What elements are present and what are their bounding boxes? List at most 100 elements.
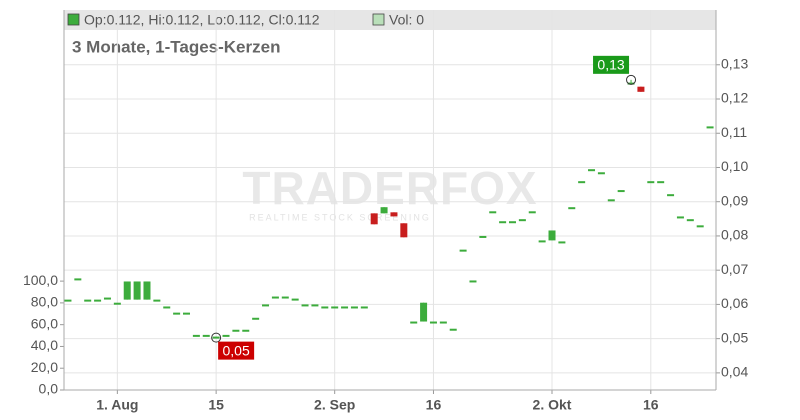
candle-body xyxy=(94,299,102,302)
candle-body xyxy=(133,281,141,300)
candle-body xyxy=(271,296,279,299)
candle-body xyxy=(508,221,516,224)
candle-body xyxy=(380,207,388,214)
candle-body xyxy=(370,213,378,225)
candle-body xyxy=(301,304,309,307)
candle-body xyxy=(449,328,457,331)
candle-body xyxy=(153,299,161,302)
y-tick-label: 0,13 xyxy=(721,55,748,71)
y2-tick-label: 20,0 xyxy=(31,359,58,375)
candle-body xyxy=(212,336,220,339)
candle-body xyxy=(222,334,230,337)
ohlc-label: Op:0.112, Hi:0.112, Lo:0.112, Cl:0.112 xyxy=(84,12,320,28)
candle-body xyxy=(518,219,526,222)
volume-legend-swatch xyxy=(372,13,385,26)
candle-body xyxy=(400,223,408,238)
candle-body xyxy=(627,82,635,85)
x-tick-label: 2. Sep xyxy=(314,397,355,413)
candle-body xyxy=(281,296,289,299)
x-tick-label: 1. Aug xyxy=(96,397,138,413)
y2-tick-label: 40,0 xyxy=(31,337,58,353)
candle-body xyxy=(192,334,200,337)
candle-body xyxy=(617,190,625,193)
candle-body xyxy=(84,299,92,302)
candle-body xyxy=(558,241,566,244)
candle-body xyxy=(528,211,536,214)
annotation-label: 0,05 xyxy=(223,342,250,358)
candle-body xyxy=(360,306,368,309)
candle-body xyxy=(420,302,428,322)
candle-body xyxy=(291,298,299,301)
candle-body xyxy=(667,194,675,197)
candle-body xyxy=(173,312,181,315)
x-tick-label: 16 xyxy=(426,397,442,413)
candle-body xyxy=(103,297,111,300)
candle-body xyxy=(489,211,497,214)
annotation-label: 0,13 xyxy=(597,57,624,73)
chart-subtitle: 3 Monate, 1-Tages-Kerzen xyxy=(72,37,280,56)
candle-body xyxy=(439,321,447,324)
annotation-marker xyxy=(626,74,637,85)
y-tick-label: 0,10 xyxy=(721,158,748,174)
candle-body xyxy=(232,329,240,332)
candle-body xyxy=(479,235,487,238)
candle-body xyxy=(242,329,250,332)
candle-body xyxy=(74,278,82,281)
x-tick-label: 16 xyxy=(643,397,659,413)
y-tick-label: 0,08 xyxy=(721,227,748,243)
candle-body xyxy=(469,280,477,283)
y-tick-label: 0,11 xyxy=(721,124,747,140)
y2-tick-label: 100,0 xyxy=(23,272,58,288)
candle-body xyxy=(548,230,556,241)
x-tick-label: 2. Okt xyxy=(533,397,572,413)
candle-body xyxy=(202,334,210,337)
candle-body xyxy=(647,181,655,184)
candle-body xyxy=(113,302,121,305)
candle-body xyxy=(459,249,467,252)
candle-body xyxy=(696,225,704,228)
header-bar xyxy=(64,10,716,30)
candle-body xyxy=(607,199,615,202)
watermark-sub: REALTIME STOCK SCREENING xyxy=(249,212,431,222)
candle-body xyxy=(637,86,645,92)
y-tick-label: 0,09 xyxy=(721,192,748,208)
candle-body xyxy=(64,299,72,302)
y-tick-label: 0,04 xyxy=(721,364,748,380)
ohlc-legend-swatch xyxy=(67,13,80,26)
candle-body xyxy=(123,281,131,300)
x-tick-label: 15 xyxy=(208,397,224,413)
candle-body xyxy=(657,181,665,184)
candle-body xyxy=(568,207,576,210)
candle-body xyxy=(597,172,605,175)
candle-body xyxy=(341,306,349,309)
candle-body xyxy=(321,306,329,309)
candle-body xyxy=(499,221,507,224)
volume-label: Vol: 0 xyxy=(389,12,424,28)
candle-body xyxy=(182,312,190,315)
candle-body xyxy=(578,181,586,184)
candle-body xyxy=(331,306,339,309)
y-tick-label: 0,12 xyxy=(721,90,748,106)
candle-body xyxy=(163,306,171,309)
annotation-box xyxy=(218,341,255,360)
candle-body xyxy=(350,306,358,309)
y-tick-label: 0,06 xyxy=(721,295,748,311)
candle-body xyxy=(676,216,684,219)
y2-tick-label: 60,0 xyxy=(31,315,58,331)
annotation-marker xyxy=(211,332,222,343)
candle-body xyxy=(410,321,418,324)
candle-body xyxy=(538,240,546,243)
candle-body xyxy=(588,169,596,172)
y2-tick-label: 80,0 xyxy=(31,294,58,310)
y2-tick-label: 0,0 xyxy=(39,381,59,397)
y-tick-label: 0,07 xyxy=(721,261,748,277)
candle-body xyxy=(390,212,398,217)
candle-body xyxy=(262,304,270,307)
watermark: TRADERFOX xyxy=(242,162,537,214)
candle-body xyxy=(311,304,319,307)
candle-body xyxy=(429,321,437,324)
candle-body xyxy=(686,219,694,222)
y-tick-label: 0,05 xyxy=(721,329,748,345)
candle-body xyxy=(143,281,151,300)
